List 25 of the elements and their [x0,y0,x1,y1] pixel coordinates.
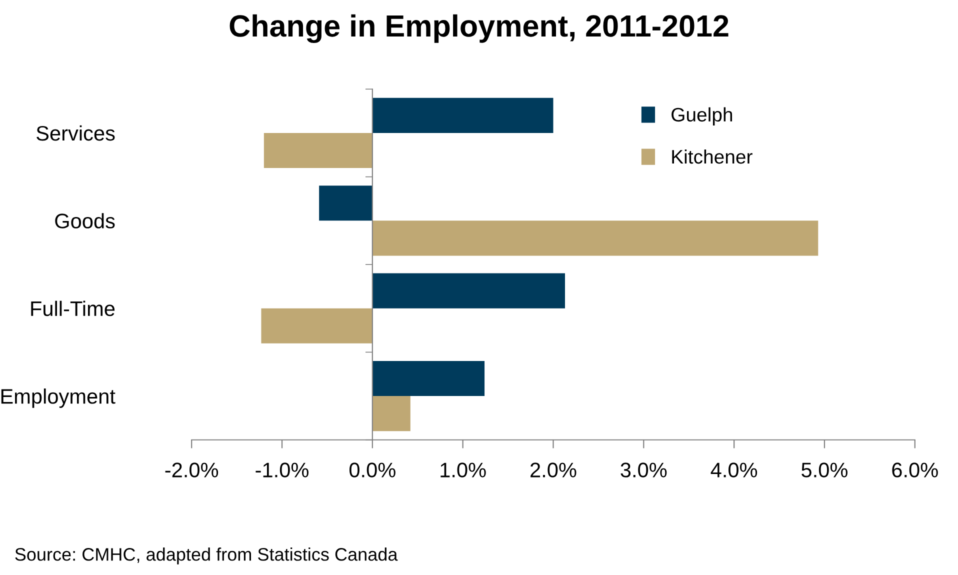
bar [372,360,485,396]
y-tick-label: Services [36,125,115,141]
x-tick-label: -2.0% [165,462,218,478]
bar [264,132,372,168]
bar [319,186,372,221]
y-tick-label: Goods [55,213,115,228]
chart-title: Change in Employment, 2011-2012 [230,14,728,43]
bar [261,308,372,344]
y-tick-label: Employment [1,388,116,408]
x-tick-label: 4.0% [710,462,758,478]
x-tick-label: 2.0% [530,462,576,478]
x-tick-label: -1.0% [256,462,308,478]
legend-label: Guelph [672,107,732,126]
x-tick-label: 0.0% [349,462,396,478]
bar [372,273,565,308]
x-tick-label: 3.0% [620,462,667,478]
x-tick-label: 6.0% [892,462,938,478]
bar [372,98,554,133]
bar [372,396,410,432]
legend-label: Kitchener [672,149,752,164]
y-tick-label: Full-Time [31,300,115,316]
bar [372,220,818,256]
x-tick-label: 5.0% [802,462,848,478]
source-note: Source: CMHC, adapted from Statistics Canada [15,548,398,564]
x-tick-label: 1.0% [440,462,486,478]
